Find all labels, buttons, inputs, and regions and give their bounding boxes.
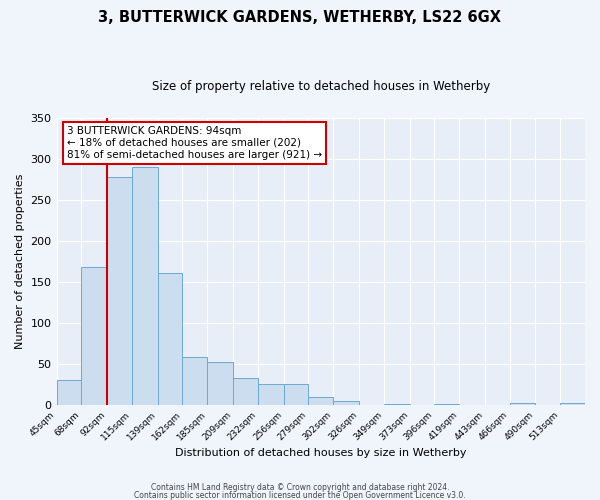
Bar: [158, 273, 182, 405]
Bar: [207, 362, 233, 405]
Bar: [258, 384, 284, 405]
Bar: [384, 404, 410, 405]
Text: 3 BUTTERWICK GARDENS: 94sqm
← 18% of detached houses are smaller (202)
81% of se: 3 BUTTERWICK GARDENS: 94sqm ← 18% of det…: [67, 126, 322, 160]
Y-axis label: Number of detached properties: Number of detached properties: [15, 174, 25, 349]
Bar: [182, 356, 207, 405]
Title: Size of property relative to detached houses in Wetherby: Size of property relative to detached ho…: [152, 80, 490, 93]
X-axis label: Distribution of detached houses by size in Wetherby: Distribution of detached houses by size …: [175, 448, 467, 458]
Text: Contains HM Land Registry data © Crown copyright and database right 2024.: Contains HM Land Registry data © Crown c…: [151, 484, 449, 492]
Bar: [56, 380, 81, 405]
Bar: [81, 267, 107, 405]
Bar: [284, 384, 308, 405]
Bar: [560, 404, 585, 405]
Bar: [132, 167, 158, 405]
Text: Contains public sector information licensed under the Open Government Licence v3: Contains public sector information licen…: [134, 490, 466, 500]
Bar: [107, 177, 132, 405]
Bar: [434, 404, 459, 405]
Bar: [308, 397, 333, 405]
Bar: [233, 378, 258, 405]
Bar: [509, 404, 535, 405]
Bar: [333, 401, 359, 405]
Text: 3, BUTTERWICK GARDENS, WETHERBY, LS22 6GX: 3, BUTTERWICK GARDENS, WETHERBY, LS22 6G…: [98, 10, 502, 25]
